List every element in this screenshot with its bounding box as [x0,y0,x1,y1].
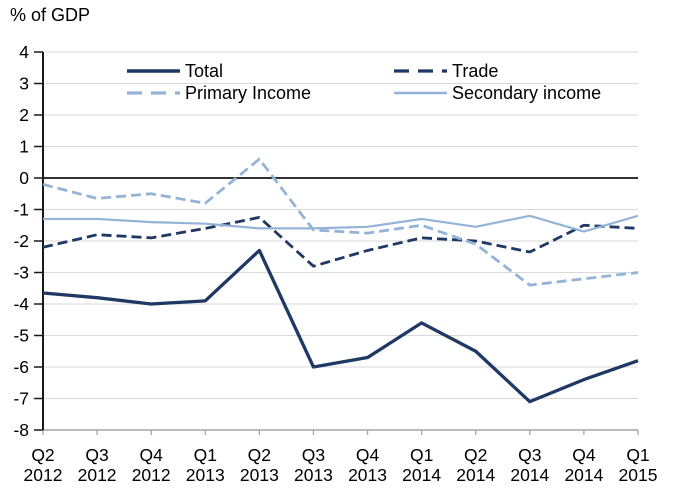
chart-title: % of GDP [10,5,91,25]
y-tick-label: -2 [13,231,29,251]
legend-label-total: Total [185,61,224,81]
x-tick-label: Q4 2013 [348,445,387,485]
series-line-trade [42,215,639,268]
x-tick-label: Q3 2013 [294,445,333,485]
series-line-total [42,248,639,404]
y-tick-label: -3 [13,263,29,283]
y-tick-label: 3 [19,74,29,94]
y-tick-label: -5 [13,326,29,346]
y-tick-label: 4 [19,42,29,62]
y-tick-label: -7 [13,389,29,409]
legend-label-trade: Trade [452,61,499,81]
legend-label-primary-income: Primary Income [185,83,312,103]
legend-swatch-trade-line [394,69,447,73]
y-tick-label: 0 [19,168,29,188]
x-tick-label: Q2 2013 [240,445,279,485]
x-tick-label: Q1 2014 [402,445,441,485]
y-tick-label: 1 [19,137,29,157]
x-tick-label: Q4 2012 [132,445,171,485]
y-tick-label: -1 [13,200,29,220]
y-tick-label: 2 [19,105,29,125]
legend-item-primary-income: Primary Income [127,83,311,103]
legend-item-trade: Trade [394,61,498,81]
x-tick-label: Q2 2014 [456,445,495,485]
x-tick-label: Q3 2012 [78,445,117,485]
x-tick-label: Q1 2013 [186,445,225,485]
y-tick-label: -8 [13,420,29,440]
x-tick-label: Q2 2012 [24,445,63,485]
x-tick-label: Q1 2015 [619,445,658,485]
legend-item-total: Total [127,61,223,81]
series-line-primary-income [42,157,639,287]
x-tick-label: Q4 2014 [564,445,603,485]
y-tick-label: -4 [13,294,29,314]
y-tick-label: -6 [13,357,29,377]
legend-label-secondary-income: Secondary income [452,83,602,103]
legend-swatch-primary-income-line [127,91,180,95]
legend-swatch-total-line [127,69,180,73]
series-line-secondary-income [43,214,639,233]
legend-swatch-secondary-income-line [394,91,447,95]
x-tick-label: Q3 2014 [510,445,549,485]
legend-item-secondary-income: Secondary income [394,83,601,103]
